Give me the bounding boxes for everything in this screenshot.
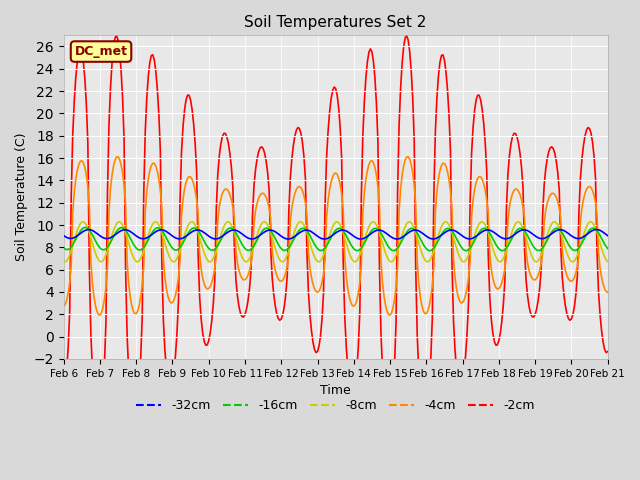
Legend: -32cm, -16cm, -8cm, -4cm, -2cm: -32cm, -16cm, -8cm, -4cm, -2cm [131, 395, 540, 418]
Y-axis label: Soil Temperature (C): Soil Temperature (C) [15, 133, 28, 262]
X-axis label: Time: Time [320, 384, 351, 397]
Text: DC_met: DC_met [74, 45, 127, 58]
Title: Soil Temperatures Set 2: Soil Temperatures Set 2 [244, 15, 427, 30]
